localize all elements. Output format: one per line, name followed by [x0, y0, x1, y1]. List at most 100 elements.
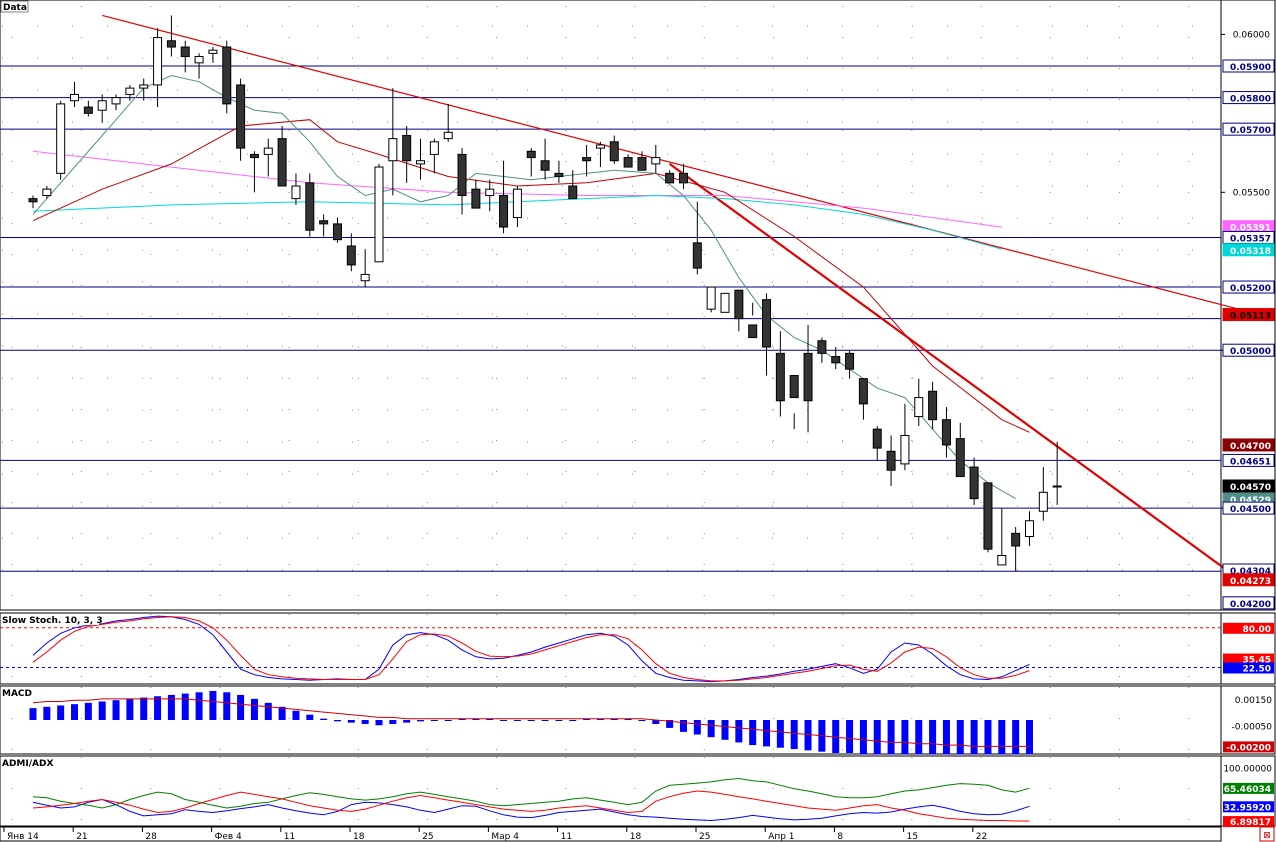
candle-body	[360, 273, 370, 282]
macd-bar	[223, 692, 231, 720]
macd-bar	[417, 720, 425, 722]
candle[interactable]	[305, 173, 315, 237]
candle[interactable]	[1052, 441, 1062, 505]
candle[interactable]	[291, 173, 301, 205]
candle[interactable]	[249, 151, 259, 193]
candle[interactable]	[969, 457, 979, 505]
candle[interactable]	[803, 324, 813, 433]
candle[interactable]	[997, 508, 1007, 566]
candle[interactable]	[595, 141, 605, 168]
candle[interactable]	[70, 81, 80, 108]
candle[interactable]	[402, 126, 412, 183]
macd-bar	[846, 720, 854, 753]
candle[interactable]	[678, 163, 688, 190]
candle[interactable]	[443, 103, 453, 142]
candle[interactable]	[388, 88, 398, 196]
candle[interactable]	[56, 100, 66, 180]
price-label: 0.04570	[1230, 483, 1271, 493]
candle[interactable]	[42, 186, 52, 199]
candle[interactable]	[416, 138, 426, 180]
candle[interactable]	[526, 148, 536, 177]
candle[interactable]	[845, 350, 855, 379]
candle[interactable]	[900, 403, 910, 471]
candle[interactable]	[623, 154, 633, 168]
price-label: 0.05113	[1230, 312, 1271, 322]
macd-bar	[389, 720, 397, 724]
candle[interactable]	[1024, 511, 1034, 546]
candle[interactable]	[374, 163, 384, 263]
x-tick-label: 18	[630, 832, 642, 842]
candle[interactable]	[1038, 467, 1048, 521]
macd-bar	[278, 706, 286, 720]
candle[interactable]	[180, 40, 190, 73]
candle[interactable]	[263, 138, 273, 177]
candle[interactable]	[858, 378, 868, 420]
candle[interactable]	[471, 179, 481, 209]
candle[interactable]	[775, 331, 785, 417]
candle[interactable]	[955, 422, 965, 478]
candle[interactable]	[222, 40, 232, 114]
candle[interactable]	[512, 186, 522, 228]
candle[interactable]	[540, 138, 550, 180]
candle[interactable]	[485, 179, 495, 212]
candle[interactable]	[153, 28, 163, 108]
candle[interactable]	[429, 138, 439, 174]
candle[interactable]	[97, 94, 107, 123]
chart-title: Data	[3, 3, 27, 13]
candle[interactable]	[236, 78, 246, 161]
candle[interactable]	[914, 378, 924, 426]
trendline-2[interactable]	[668, 163, 1238, 579]
trendline-1[interactable]	[102, 14, 1252, 313]
candle[interactable]	[983, 482, 993, 553]
candle[interactable]	[720, 292, 730, 313]
macd-bar	[140, 697, 148, 720]
candle-body	[734, 289, 744, 320]
price-label: 0.05391	[1230, 224, 1271, 234]
level-label-box	[1223, 741, 1274, 753]
candle[interactable]	[139, 78, 149, 101]
candle[interactable]	[762, 293, 772, 376]
candle[interactable]	[499, 160, 509, 234]
candle[interactable]	[208, 47, 218, 63]
candle[interactable]	[706, 286, 716, 313]
candle[interactable]	[748, 302, 758, 339]
candle[interactable]	[692, 201, 702, 275]
candle[interactable]	[166, 15, 176, 57]
candle[interactable]	[332, 217, 342, 243]
candle[interactable]	[817, 337, 827, 363]
candle[interactable]	[665, 170, 675, 184]
candle[interactable]	[734, 289, 744, 332]
level-label-box	[1223, 801, 1274, 813]
macd-bar	[84, 702, 92, 720]
candle[interactable]	[789, 374, 799, 430]
candle[interactable]	[83, 100, 93, 117]
x-tick-label: 28	[145, 832, 157, 842]
candle[interactable]	[568, 170, 578, 200]
candle-body	[803, 352, 813, 402]
candle[interactable]	[637, 151, 647, 171]
level-label: 80.00	[1243, 625, 1271, 635]
corner-button[interactable]	[1259, 826, 1275, 842]
candle[interactable]	[554, 160, 564, 183]
candle[interactable]	[1011, 527, 1021, 572]
candle[interactable]	[457, 148, 467, 215]
candle[interactable]	[609, 135, 619, 164]
candle[interactable]	[28, 195, 38, 209]
candle[interactable]	[360, 249, 370, 288]
candle[interactable]	[886, 435, 896, 486]
candle-body	[305, 182, 315, 231]
candle[interactable]	[651, 144, 661, 174]
candle[interactable]	[111, 94, 121, 111]
candle[interactable]	[831, 347, 841, 370]
candle[interactable]	[872, 426, 882, 461]
candle[interactable]	[319, 214, 329, 237]
candle[interactable]	[194, 53, 204, 79]
candle[interactable]	[582, 144, 592, 177]
candle[interactable]	[346, 233, 356, 272]
candle[interactable]	[125, 84, 135, 101]
candle[interactable]	[928, 381, 938, 430]
candle[interactable]	[941, 407, 951, 458]
candle[interactable]	[277, 126, 287, 187]
